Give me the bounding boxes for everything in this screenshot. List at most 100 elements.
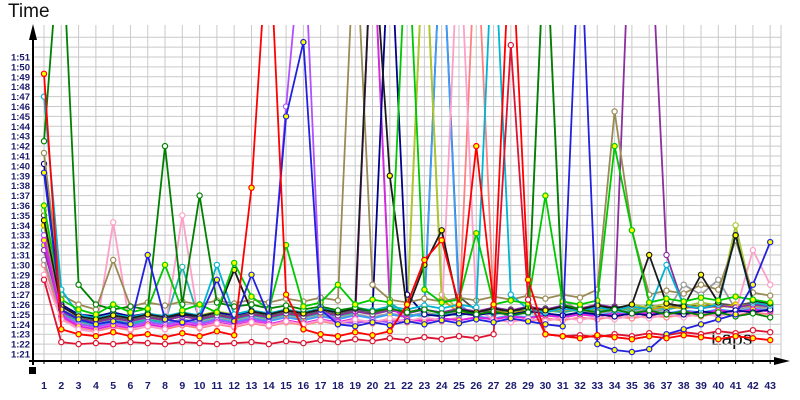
x-tick-label: 16	[298, 380, 310, 392]
x-tick-label: 2	[58, 380, 64, 392]
data-point	[438, 236, 445, 244]
data-point	[403, 301, 411, 308]
data-point	[369, 296, 376, 303]
data-point	[386, 335, 393, 342]
data-point	[40, 169, 48, 176]
data-point	[421, 286, 428, 293]
data-point	[161, 142, 169, 150]
data-point	[697, 312, 705, 319]
data-point	[40, 70, 48, 78]
y-tick-label: 1:22	[11, 340, 30, 351]
data-point	[403, 336, 411, 344]
y-tick-label: 1:33	[11, 231, 30, 242]
data-point	[646, 307, 653, 314]
data-point	[663, 295, 670, 302]
data-point	[438, 299, 445, 306]
x-tick-label: 41	[730, 380, 742, 392]
data-point	[369, 332, 376, 339]
data-point	[646, 251, 653, 259]
data-point	[386, 172, 393, 179]
data-point	[75, 316, 82, 323]
x-tick-labels: 1 2 3 4 5 6 7 8 9 10 11 12 13 14 15 16 17 18 19 20 21 22 23 24 2…	[41, 361, 776, 392]
data-point	[767, 292, 774, 299]
data-point	[455, 333, 463, 340]
x-tick-label: 4	[93, 380, 99, 392]
data-point	[455, 307, 463, 314]
data-point	[749, 335, 757, 342]
data-point	[403, 318, 411, 325]
data-point	[334, 281, 342, 288]
data-point	[300, 303, 307, 310]
data-point	[680, 332, 687, 339]
data-point	[248, 293, 255, 300]
data-point	[161, 261, 169, 269]
x-tick-label: 36	[643, 380, 655, 392]
y-tick-label: 1:50	[11, 62, 30, 73]
x-tick-label: 12	[228, 380, 240, 392]
x-tick-label: 39	[695, 380, 707, 392]
data-point	[213, 276, 221, 283]
data-point	[352, 301, 359, 308]
y-tick-label: 1:31	[11, 251, 31, 262]
series-lines	[40, 25, 774, 356]
data-point	[127, 303, 134, 310]
data-point	[179, 330, 186, 337]
data-point	[542, 192, 549, 199]
data-point	[179, 212, 186, 219]
data-point	[369, 281, 376, 288]
data-point	[109, 318, 117, 325]
x-tick-label: 31	[557, 380, 569, 392]
data-point	[715, 336, 722, 343]
data-point	[697, 294, 705, 301]
y-tick-label: 1:40	[11, 161, 30, 172]
x-tick-label: 7	[145, 380, 151, 392]
y-tick-label: 1:49	[11, 72, 30, 83]
data-point	[680, 281, 687, 288]
data-point	[386, 328, 393, 335]
y-tick-label: 1:23	[11, 330, 30, 341]
data-point	[92, 301, 100, 308]
data-point	[455, 301, 463, 308]
data-point	[92, 339, 100, 347]
data-point	[109, 312, 117, 319]
x-tick-label: 26	[470, 380, 482, 392]
data-point	[334, 307, 342, 314]
data-point	[490, 301, 497, 308]
data-point	[438, 336, 445, 343]
data-point	[611, 142, 618, 150]
x-tick-label: 3	[76, 380, 82, 392]
y-tick-label: 1:36	[11, 201, 30, 212]
data-point	[611, 334, 618, 341]
data-point	[109, 329, 117, 336]
data-point	[161, 316, 169, 323]
data-point	[179, 319, 186, 326]
data-point	[75, 331, 82, 338]
x-tick-label: 42	[747, 380, 759, 392]
data-point	[507, 315, 514, 322]
x-tick-label: 6	[128, 380, 134, 392]
x-tick-label: 24	[436, 380, 448, 392]
data-point	[213, 309, 221, 316]
data-point	[161, 334, 169, 341]
y-tick-label: 1:35	[11, 211, 31, 222]
data-point	[646, 299, 653, 306]
data-point	[421, 306, 428, 313]
data-point	[196, 315, 203, 322]
y-tick-label: 1:51	[11, 53, 31, 64]
x-tick-label: 25	[453, 380, 465, 392]
data-point	[663, 261, 670, 269]
data-point	[300, 38, 307, 46]
x-tick-label: 38	[678, 380, 690, 392]
x-tick-label: 27	[488, 380, 500, 392]
x-tick-label: 17	[315, 380, 327, 392]
x-tick-label: 28	[505, 380, 517, 392]
data-point	[680, 290, 687, 297]
data-point	[507, 41, 514, 49]
data-point	[213, 320, 221, 327]
data-point	[715, 297, 722, 304]
data-point	[524, 309, 532, 316]
data-point	[196, 333, 203, 340]
data-point	[248, 301, 255, 308]
x-tick-label: 1	[41, 380, 47, 392]
